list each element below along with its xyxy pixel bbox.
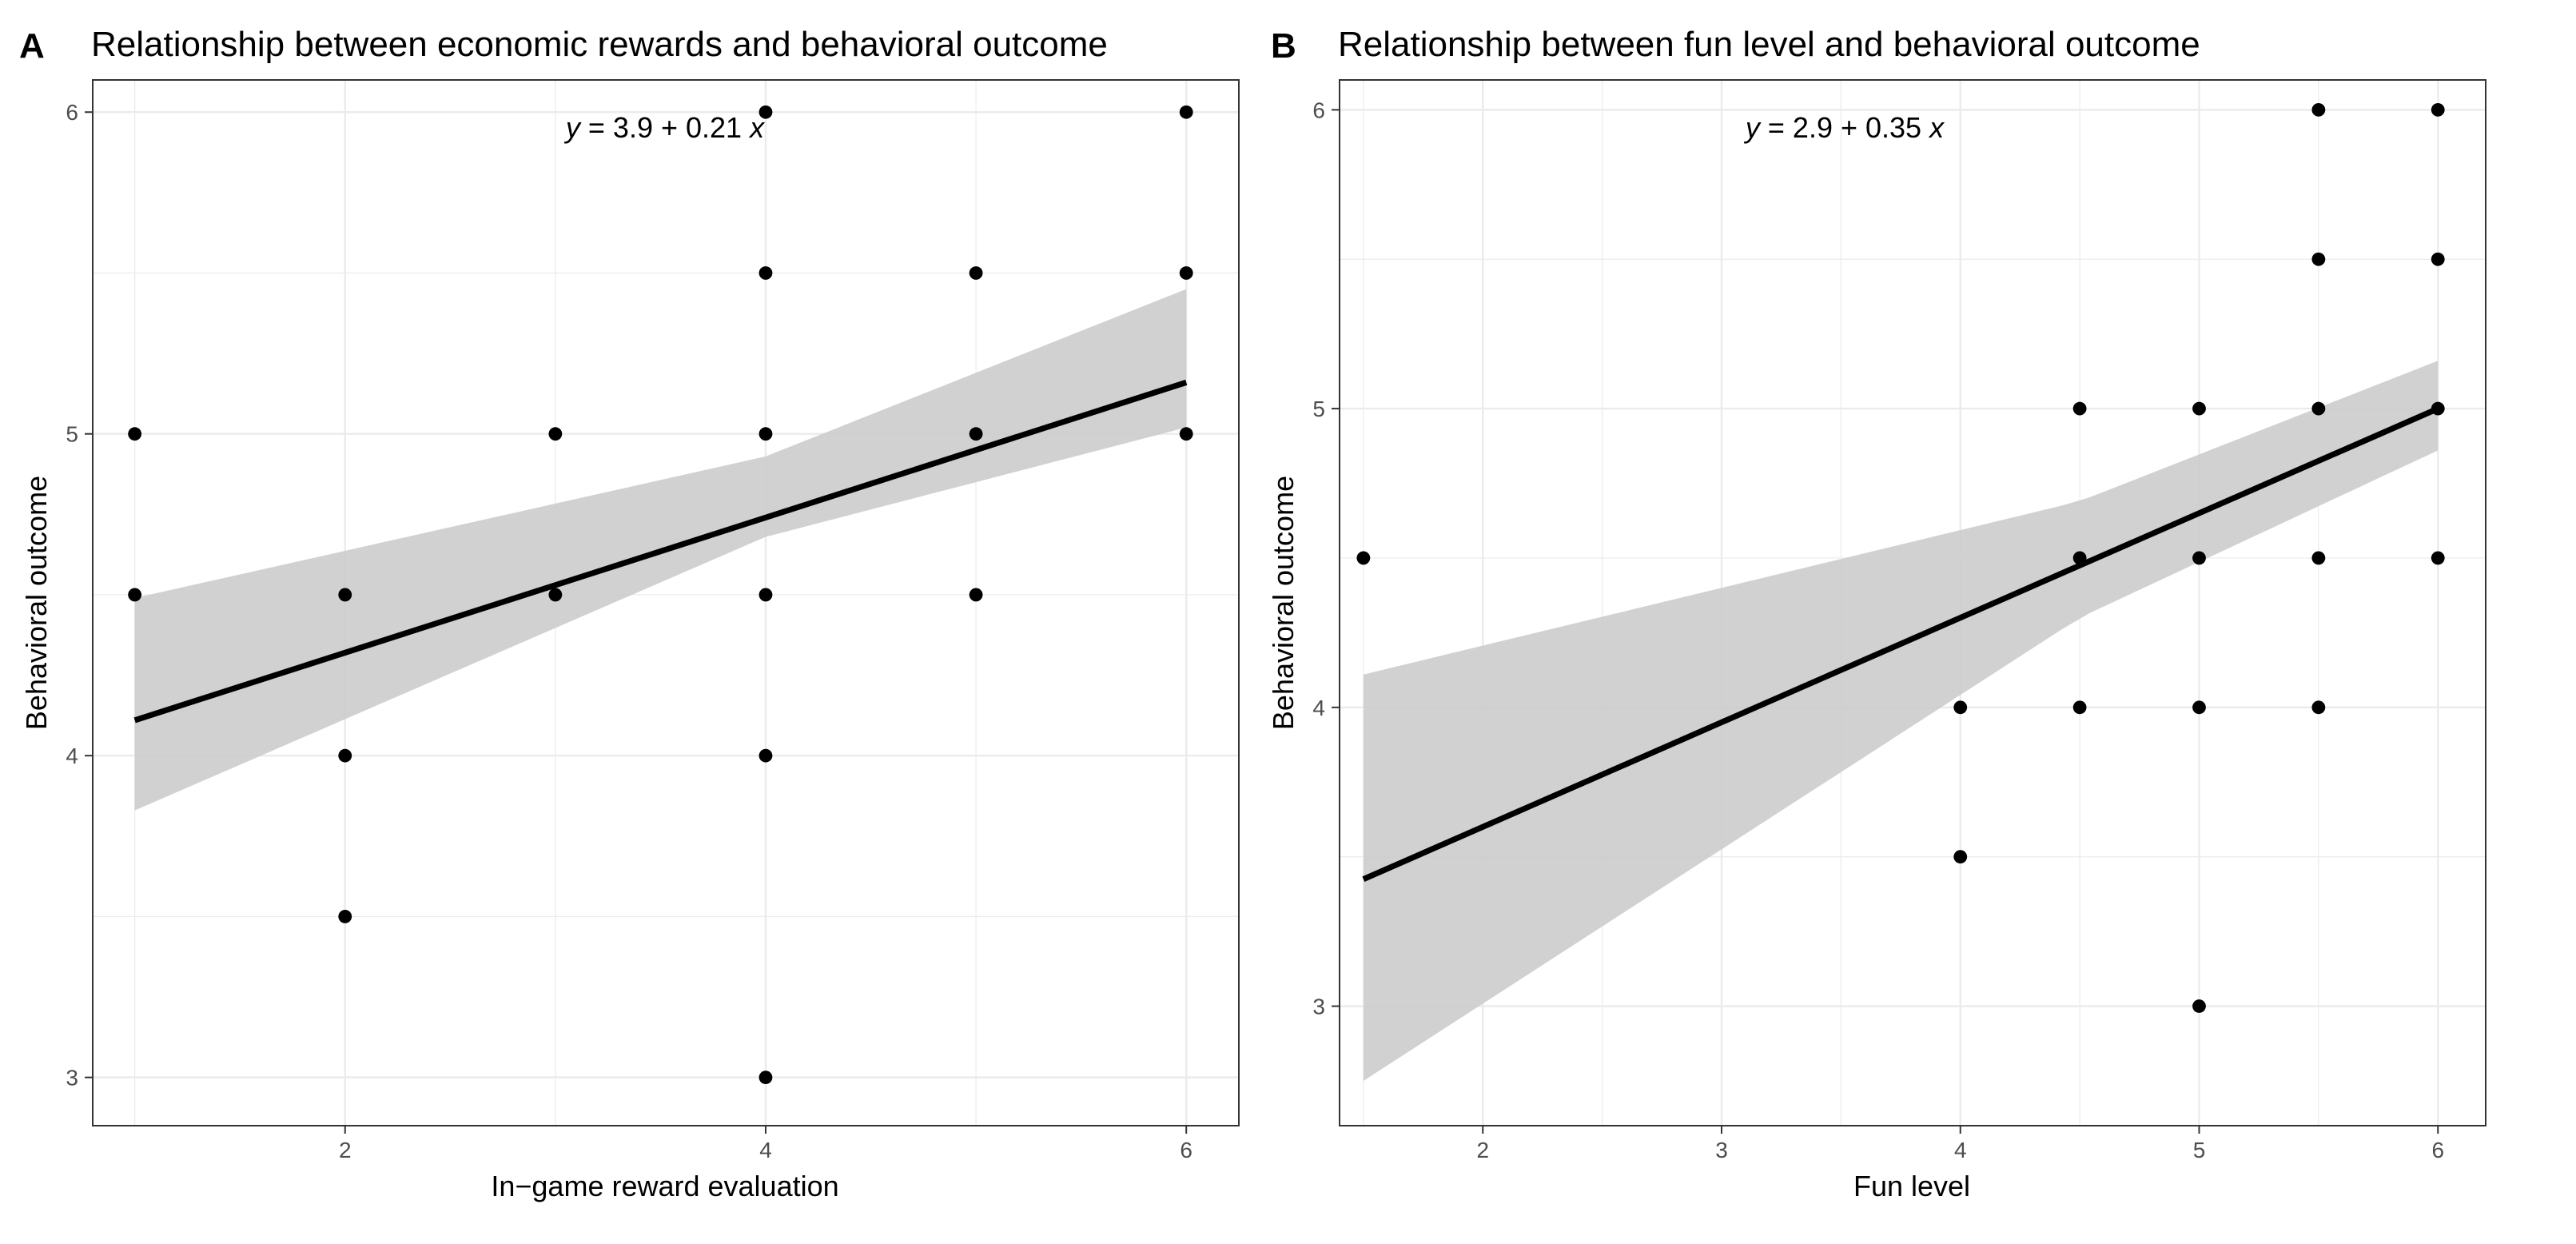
y-axis-b: 3 4 5 6: [1312, 98, 1340, 1019]
panel-title-a: Relationship between economic rewards an…: [91, 25, 1108, 64]
data-point-a-12: [758, 1071, 773, 1085]
confidence-band-b: [1363, 361, 2439, 1081]
data-point-a-0: [128, 427, 142, 441]
data-point-b-12: [2311, 401, 2326, 416]
data-point-a-3: [338, 748, 352, 763]
data-point-b-14: [2311, 700, 2326, 715]
data-point-a-8: [758, 266, 773, 280]
y-tick-label: 3: [66, 1066, 78, 1090]
data-point-a-10: [758, 588, 773, 602]
data-point-a-14: [969, 427, 983, 441]
regression-equation-a: y = 3.9 + 0.21 x: [563, 111, 766, 144]
x-tick-label: 6: [2431, 1138, 2444, 1162]
x-axis-title-b: Fun level: [1853, 1170, 1970, 1202]
regression-line-b: [1362, 405, 2439, 882]
equation-rhs-b: = 2.9 + 0.35: [1760, 111, 1929, 144]
data-point-b-3: [2072, 401, 2087, 416]
regression-line-a: [133, 379, 1188, 724]
data-point-a-15: [969, 588, 983, 602]
panel-b: B Relationship between fun level and beh…: [1267, 25, 2486, 1202]
x-tick-label: 2: [1476, 1138, 1489, 1162]
data-point-b-13: [2311, 551, 2326, 565]
panel-title-b: Relationship between fun level and behav…: [1338, 25, 2200, 64]
panel-letter-a: A: [19, 26, 45, 66]
data-points-b: [1356, 102, 2445, 1013]
data-point-a-16: [1179, 105, 1193, 119]
data-point-a-18: [1179, 427, 1193, 441]
data-point-b-0: [1356, 551, 1371, 565]
gridlines-a: [93, 80, 1239, 1126]
data-point-b-18: [2431, 551, 2445, 565]
data-point-a-17: [1179, 266, 1193, 280]
data-point-a-4: [338, 910, 352, 923]
data-point-b-11: [2311, 252, 2326, 266]
data-point-a-6: [548, 588, 563, 602]
x-tick-label: 2: [339, 1138, 352, 1162]
regression-equation-b: y = 2.9 + 0.35 x: [1743, 111, 1945, 144]
x-tick-label: 3: [1715, 1138, 1728, 1162]
x-axis-a: 2 4 6: [339, 1126, 1192, 1162]
x-tick-label: 4: [759, 1138, 772, 1162]
equation-y-b: y: [1743, 111, 1762, 144]
y-tick-label: 5: [1312, 397, 1325, 421]
plot-area-b: y = 2.9 + 0.35 x: [1339, 79, 2486, 1126]
equation-y-a: y: [563, 111, 582, 144]
y-axis-title-a: Behavioral outcome: [20, 476, 53, 730]
data-point-b-5: [2072, 700, 2087, 715]
x-tick-label: 4: [1954, 1138, 1967, 1162]
equation-rhs-a: = 3.9 + 0.21: [580, 111, 750, 144]
panel-a: A Relationship between economic rewards …: [19, 25, 1240, 1202]
regression-line: [133, 379, 1188, 724]
data-point-b-9: [2192, 999, 2206, 1013]
data-point-a-9: [758, 427, 773, 441]
y-tick-label: 5: [66, 422, 78, 447]
equation-x-a: x: [748, 111, 766, 144]
data-point-b-1: [1953, 700, 1968, 715]
x-axis-b: 2 3 4 5 6: [1476, 1126, 2444, 1162]
data-point-b-16: [2431, 252, 2445, 266]
data-point-a-13: [969, 266, 983, 280]
data-point-b-15: [2431, 102, 2445, 117]
regression-line: [1362, 405, 2439, 882]
data-point-b-7: [2192, 551, 2206, 565]
data-point-b-8: [2192, 700, 2206, 715]
data-point-a-2: [338, 588, 352, 602]
y-tick-label: 4: [66, 744, 78, 768]
panel-border-a: [92, 79, 1240, 1126]
data-point-a-7: [758, 105, 773, 119]
data-point-b-10: [2311, 102, 2326, 117]
y-tick-label: 6: [1312, 98, 1325, 122]
y-axis-title-b: Behavioral outcome: [1267, 476, 1300, 730]
y-tick-label: 6: [66, 100, 78, 125]
data-point-a-1: [128, 588, 142, 602]
data-point-b-2: [1953, 850, 1968, 864]
x-tick-label: 5: [2193, 1138, 2206, 1162]
equation-x-b: x: [1928, 111, 1945, 144]
y-tick-label: 3: [1312, 995, 1325, 1019]
plot-area-a: y = 3.9 + 0.21 x: [92, 79, 1240, 1126]
x-tick-label: 6: [1180, 1138, 1192, 1162]
data-point-a-5: [548, 427, 563, 441]
data-point-a-11: [758, 748, 773, 763]
y-axis-a: 3 4 5 6: [66, 100, 93, 1090]
y-tick-label: 4: [1312, 696, 1325, 720]
confidence-band-area: [1363, 361, 2439, 1081]
x-axis-title-a: In−game reward evaluation: [491, 1170, 838, 1202]
data-points-a: [128, 105, 1193, 1085]
data-point-b-6: [2192, 401, 2206, 416]
panel-border-b: [1339, 79, 2486, 1126]
panel-letter-b: B: [1271, 26, 1296, 66]
